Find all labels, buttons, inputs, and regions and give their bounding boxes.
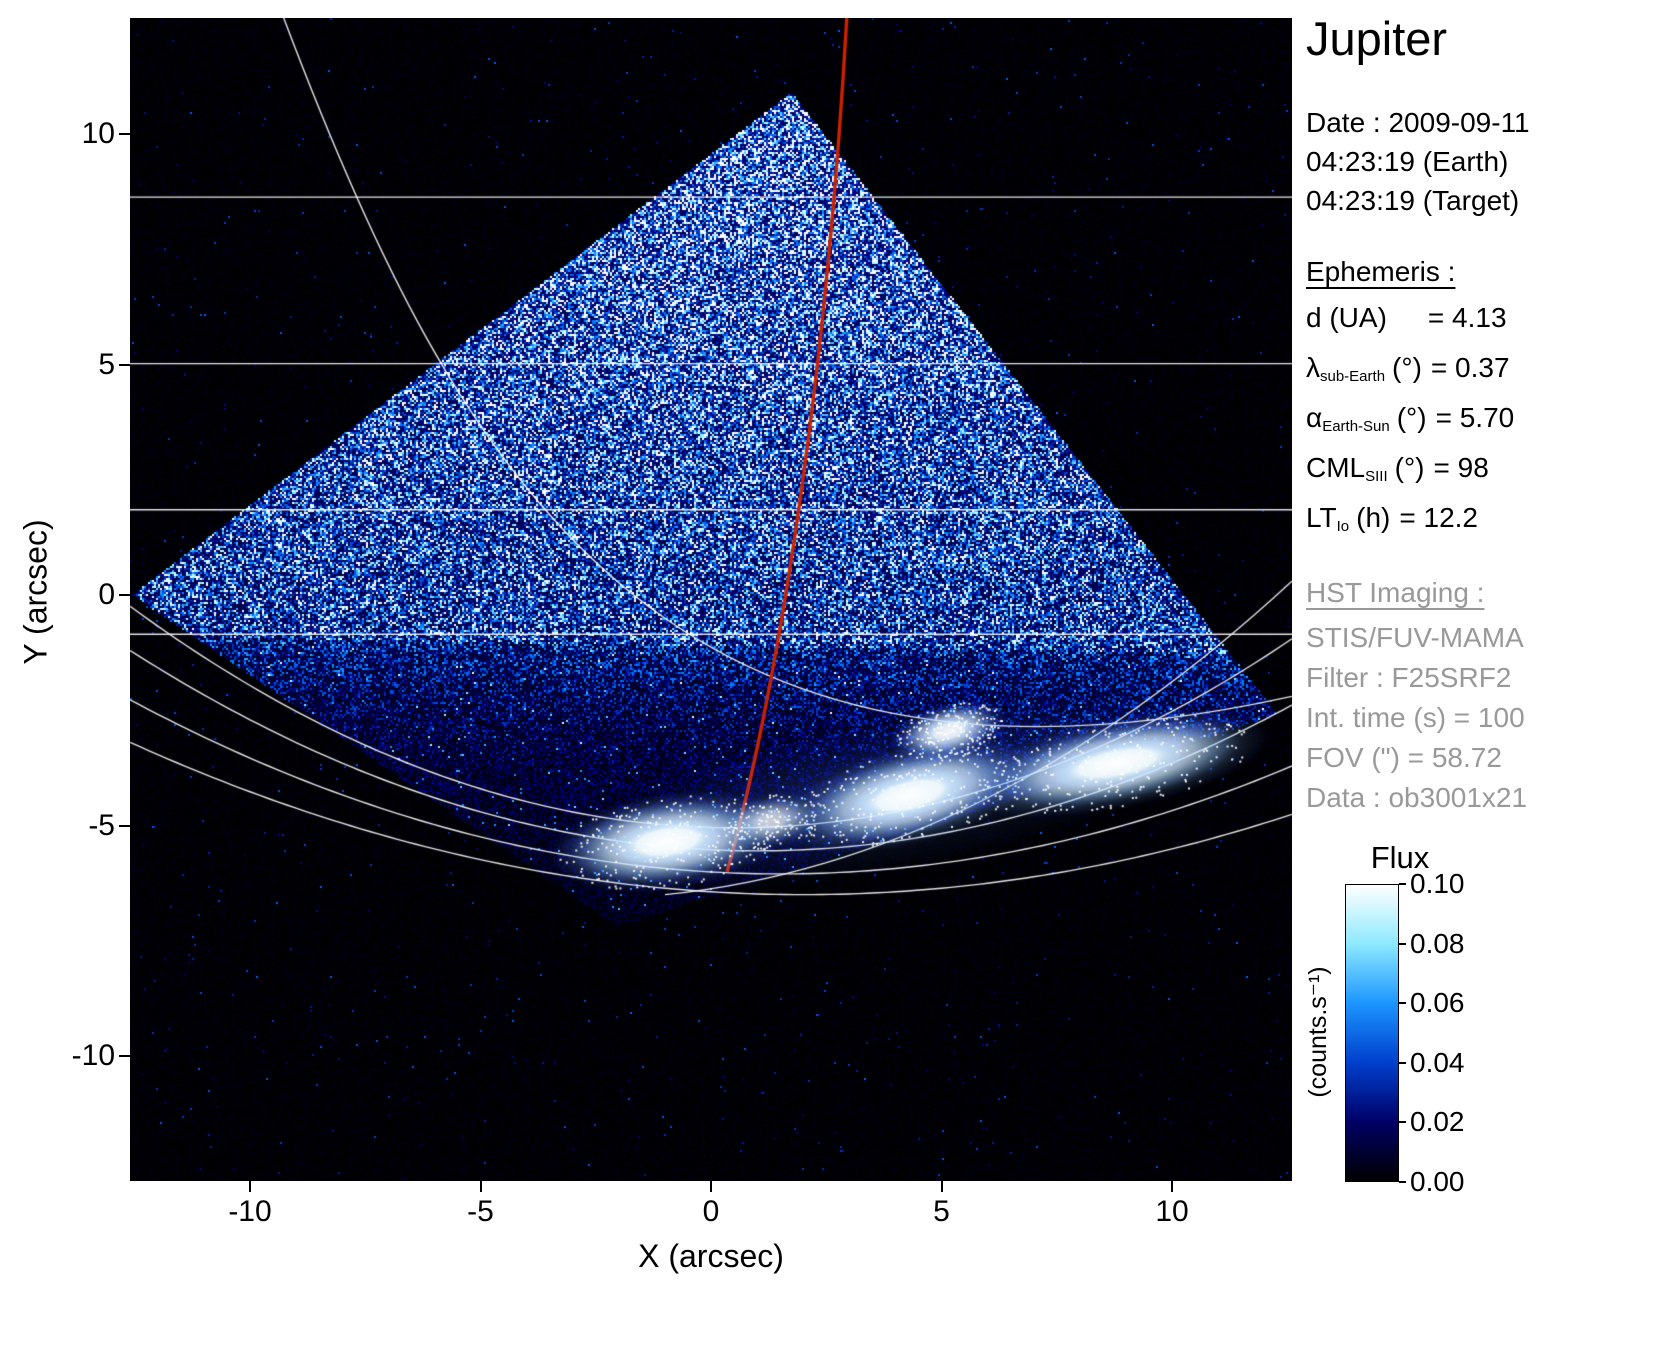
colorbar-tick-mark [1399, 943, 1406, 945]
eph-value: = 98 [1434, 452, 1489, 483]
colorbar-tick-mark [1399, 1002, 1406, 1004]
eph-value: = 0.37 [1431, 352, 1510, 383]
eph-mid: (°) [1392, 352, 1422, 383]
colorbar-tick-label: 0.10 [1410, 869, 1500, 899]
eph-sub: Earth-Sun [1322, 418, 1390, 435]
x-tick-mark [480, 1181, 482, 1192]
y-tick-mark [119, 594, 130, 596]
plot-area [130, 18, 1292, 1181]
ephemeris-row-distance: d (UA) = 4.13 [1306, 297, 1668, 347]
observation-block: Date : 2009-09-11 04:23:19 (Earth) 04:23… [1306, 103, 1668, 220]
eph-mid: (°) [1395, 452, 1425, 483]
figure-root: X (arcsec) Y (arcsec) Jupiter Date : 200… [0, 0, 1671, 1367]
info-panel: Jupiter Date : 2009-09-11 04:23:19 (Eart… [1306, 14, 1668, 818]
x-axis-label: X (arcsec) [591, 1238, 831, 1275]
colorbar-tick-mark [1399, 1062, 1406, 1064]
x-tick-label: 5 [897, 1195, 987, 1229]
eph-main: d (UA) [1306, 302, 1387, 333]
y-tick-mark [119, 133, 130, 135]
hst-line-filter: Filter : F25SRF2 [1306, 658, 1668, 698]
y-tick-label: 0 [35, 577, 115, 613]
eph-sub: sub-Earth [1320, 368, 1385, 385]
eph-main: λ [1306, 352, 1320, 383]
hst-imaging-block: HST Imaging : STIS/FUV-MAMA Filter : F25… [1306, 573, 1668, 818]
x-tick-label: 0 [666, 1195, 756, 1229]
colorbar-tick-label: 0.04 [1410, 1048, 1500, 1078]
eph-mid: (°) [1397, 402, 1427, 433]
ephemeris-row-alpha-earth-sun: αEarth-Sun (°) = 5.70 [1306, 397, 1668, 447]
target-title: Jupiter [1306, 14, 1668, 63]
x-tick-mark [249, 1181, 251, 1192]
y-tick-label: -5 [35, 808, 115, 844]
colorbar-tick-mark [1399, 883, 1406, 885]
colorbar-tick-label: 0.08 [1410, 929, 1500, 959]
ephemeris-heading: Ephemeris : [1306, 252, 1668, 291]
colorbar-tick-mark [1399, 1181, 1406, 1183]
x-tick-mark [941, 1181, 943, 1192]
y-tick-label: 10 [35, 116, 115, 152]
colorbar-tick-label: 0.00 [1410, 1167, 1500, 1197]
hst-line-instrument: STIS/FUV-MAMA [1306, 618, 1668, 658]
x-tick-label: 10 [1127, 1195, 1217, 1229]
eph-mid: (h) [1356, 502, 1390, 533]
y-tick-label: -10 [35, 1038, 115, 1074]
ephemeris-row-lambda-sub-earth: λsub-Earth (°) = 0.37 [1306, 347, 1668, 397]
eph-main: LT [1306, 502, 1337, 533]
y-tick-mark [119, 825, 130, 827]
eph-sub: SIII [1365, 468, 1388, 485]
colorbar-tick-label: 0.06 [1410, 988, 1500, 1018]
y-tick-label: 5 [35, 347, 115, 383]
time-target-line: 04:23:19 (Target) [1306, 181, 1668, 220]
time-earth-line: 04:23:19 (Earth) [1306, 142, 1668, 181]
ephemeris-row-cml: CMLSIII (°) = 98 [1306, 447, 1668, 497]
eph-value: = 12.2 [1399, 502, 1478, 533]
eph-value: = 5.70 [1436, 402, 1515, 433]
date-line: Date : 2009-09-11 [1306, 103, 1668, 142]
hst-line-int-time: Int. time (s) = 100 [1306, 698, 1668, 738]
colorbar-unit-label: (counts.s⁻¹) [1303, 966, 1333, 1097]
hst-line-data-id: Data : ob3001x21 [1306, 778, 1668, 818]
hst-line-fov: FOV (") = 58.72 [1306, 738, 1668, 778]
colorbar-tick-label: 0.02 [1410, 1107, 1500, 1137]
x-tick-label: -10 [205, 1195, 295, 1229]
x-tick-mark [1171, 1181, 1173, 1192]
eph-sub: Io [1337, 518, 1350, 535]
x-tick-label: -5 [436, 1195, 526, 1229]
y-tick-mark [119, 364, 130, 366]
x-tick-mark [710, 1181, 712, 1192]
ephemeris-row-lt-io: LTIo (h) = 12.2 [1306, 497, 1668, 547]
colorbar-gradient [1345, 884, 1399, 1182]
hst-heading: HST Imaging : [1306, 573, 1668, 612]
eph-value: = 4.13 [1428, 302, 1507, 333]
eph-main: α [1306, 402, 1322, 433]
ephemeris-block: Ephemeris : d (UA) = 4.13 λsub-Earth (°) = … [1306, 252, 1668, 547]
y-tick-mark [119, 1055, 130, 1057]
jupiter-fuv-image [130, 18, 1292, 1181]
colorbar-tick-mark [1399, 1121, 1406, 1123]
eph-main: CML [1306, 452, 1365, 483]
